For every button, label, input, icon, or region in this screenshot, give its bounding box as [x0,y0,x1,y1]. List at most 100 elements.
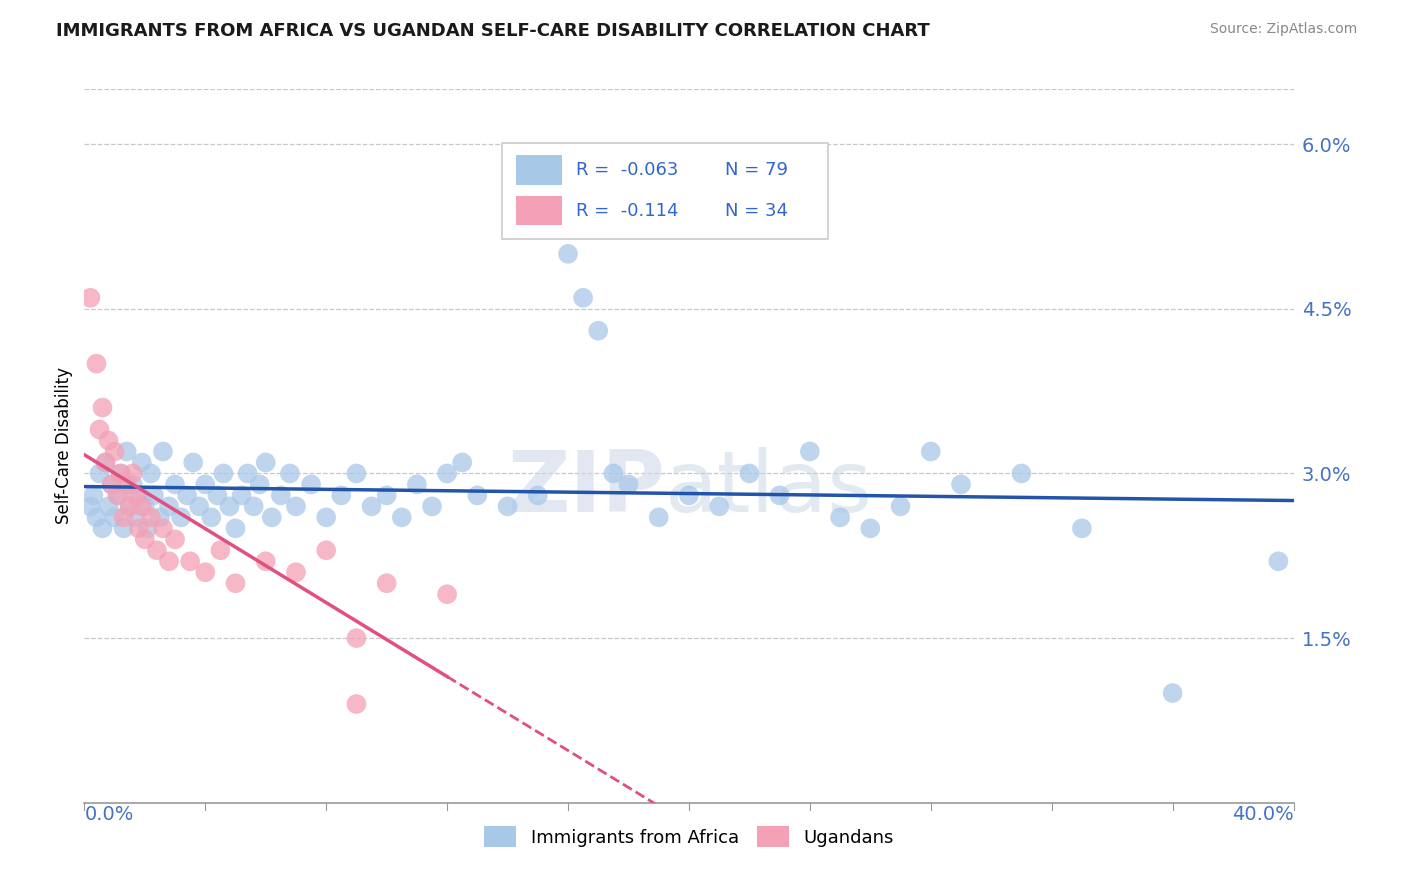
Legend: Immigrants from Africa, Ugandans: Immigrants from Africa, Ugandans [477,819,901,855]
Point [709,500,731,514]
Point [118,500,141,514]
Point [146,543,169,558]
Point [218,500,240,514]
Point [110,467,132,481]
Point [112,510,135,524]
Point [315,543,337,558]
Point [249,477,271,491]
Point [134,533,156,547]
Point [131,455,153,469]
Point [799,444,821,458]
Point [170,510,193,524]
Point [467,488,489,502]
Point [270,488,292,502]
FancyBboxPatch shape [516,155,562,185]
Point [209,543,232,558]
Point [602,467,624,481]
Text: ZIP: ZIP [508,447,665,531]
Point [79,500,101,514]
Text: N = 79: N = 79 [725,161,789,178]
Point [225,576,247,591]
Point [769,488,792,502]
Point [830,510,852,524]
Point [136,521,159,535]
Text: Source: ZipAtlas.com: Source: ZipAtlas.com [1209,22,1357,37]
Point [1267,554,1289,568]
Point [375,488,398,502]
Point [86,357,108,371]
Point [207,488,229,502]
Point [104,444,127,458]
Point [139,467,162,481]
Text: N = 34: N = 34 [725,202,789,219]
Point [254,554,277,568]
Point [360,500,382,514]
Point [152,521,174,535]
Point [91,401,114,415]
Point [89,467,111,481]
Point [165,477,187,491]
Point [1071,521,1094,535]
Point [91,521,114,535]
Point [131,500,153,514]
Point [89,423,111,437]
Point [107,488,129,502]
FancyBboxPatch shape [502,143,828,239]
Point [346,467,368,481]
Point [588,324,610,338]
Point [79,291,101,305]
Point [225,521,247,535]
Text: 40.0%: 40.0% [1232,805,1294,824]
Point [107,488,129,502]
Point [231,488,253,502]
Point [115,477,138,491]
Point [346,697,368,711]
Point [121,467,143,481]
Point [165,533,187,547]
Point [678,488,700,502]
Point [738,467,761,481]
Point [315,510,337,524]
Point [128,521,150,535]
Point [299,477,322,491]
Point [391,510,413,524]
Point [330,488,353,502]
Point [194,477,217,491]
Point [179,554,201,568]
Point [112,521,135,535]
Point [375,576,398,591]
Point [139,510,162,524]
Point [260,510,283,524]
Text: IMMIGRANTS FROM AFRICA VS UGANDAN SELF-CARE DISABILITY CORRELATION CHART: IMMIGRANTS FROM AFRICA VS UGANDAN SELF-C… [56,22,929,40]
Point [212,467,235,481]
Point [100,477,122,491]
Point [176,488,198,502]
Point [200,510,222,524]
Point [648,510,671,524]
Point [125,488,148,502]
Point [236,467,259,481]
Point [86,510,108,524]
Y-axis label: Self-Care Disability: Self-Care Disability [55,368,73,524]
Point [152,444,174,458]
Point [436,587,458,601]
Point [82,488,104,502]
Point [406,477,429,491]
Point [1161,686,1184,700]
Point [194,566,217,580]
Point [242,500,264,514]
Text: atlas: atlas [665,447,873,531]
Text: R =  -0.114: R = -0.114 [576,202,679,219]
Point [436,467,458,481]
Point [94,455,117,469]
Point [121,477,143,491]
Point [118,500,141,514]
Point [97,434,120,448]
Point [100,477,122,491]
Text: 0.0%: 0.0% [84,805,134,824]
Point [188,500,211,514]
Point [527,488,550,502]
Point [572,291,595,305]
Text: R =  -0.063: R = -0.063 [576,161,679,178]
Point [157,554,180,568]
